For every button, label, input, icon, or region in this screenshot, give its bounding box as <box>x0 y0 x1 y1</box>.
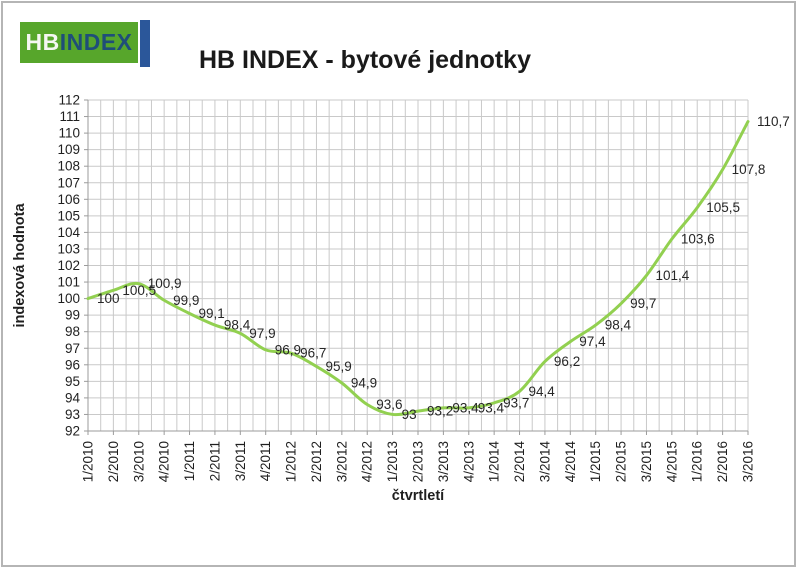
y-tick-label: 102 <box>57 258 80 273</box>
y-tick-label: 97 <box>65 341 80 356</box>
x-tick-label: 4/2013 <box>461 441 476 482</box>
data-label: 99,9 <box>173 293 199 308</box>
x-tick-label: 1/2012 <box>284 441 299 482</box>
data-label: 110,7 <box>757 114 790 129</box>
y-tick-label: 112 <box>58 93 80 108</box>
chart-area: 92 93 94 95 96 97 98 99 100 101 102 103 104 105 106 107… <box>0 88 800 568</box>
x-tick-label: 3/2010 <box>131 441 146 482</box>
data-label: 93,4 <box>478 400 505 415</box>
x-tick-label: 4/2014 <box>563 441 578 483</box>
y-tick-label: 108 <box>57 159 80 174</box>
data-label: 96,9 <box>275 342 301 357</box>
hb-index-logo: HBINDEX <box>20 20 150 68</box>
data-label: 105,5 <box>706 200 740 215</box>
logo-index-label: INDEX <box>59 29 133 55</box>
y-tick-label: 111 <box>59 109 80 124</box>
data-label: 100,5 <box>122 283 156 298</box>
x-tick-label: 4/2012 <box>360 441 375 482</box>
data-label: 93,7 <box>503 395 529 410</box>
y-tick-label: 104 <box>57 225 80 240</box>
y-tick-label: 92 <box>65 424 80 439</box>
y-tick-label: 103 <box>57 241 80 256</box>
y-tick-label: 99 <box>65 308 80 323</box>
x-tick-label: 1/2011 <box>182 441 197 481</box>
y-tick-label: 101 <box>57 275 80 290</box>
y-tick-label: 96 <box>65 357 80 372</box>
data-label: 98,4 <box>605 318 632 333</box>
x-tick-label: 3/2011 <box>233 441 248 481</box>
x-tick-label: 2/2010 <box>106 441 121 482</box>
line-chart: 9293949596979899100101102103104105106107… <box>12 93 790 505</box>
data-label: 93,6 <box>376 397 402 412</box>
x-tick-label: 1/2015 <box>588 441 603 482</box>
data-label: 100 <box>97 291 120 306</box>
y-tick-label: 100 <box>57 291 80 306</box>
y-tick-label: 95 <box>65 374 80 389</box>
y-tick-label: 109 <box>57 142 80 157</box>
x-tick-label: 2/2014 <box>512 441 527 483</box>
x-tick-label: 2/2015 <box>614 441 629 482</box>
data-label: 98,4 <box>224 318 251 333</box>
x-tick-label: 4/2011 <box>258 441 273 481</box>
logo-text: HBINDEX <box>25 29 132 56</box>
y-tick-label: 93 <box>65 407 80 422</box>
logo-hb-label: HB <box>25 29 60 55</box>
y-tick-label: 98 <box>65 324 80 339</box>
x-tick-label: 2/2013 <box>411 441 426 482</box>
data-label: 94,9 <box>351 376 377 391</box>
x-tick-label: 3/2016 <box>741 441 756 482</box>
data-label: 100,9 <box>148 276 182 291</box>
data-label: 93,4 <box>452 400 479 415</box>
logo-green-box: HBINDEX <box>20 22 138 63</box>
x-tick-label: 3/2012 <box>334 441 349 482</box>
x-tick-label: 2/2012 <box>309 441 324 482</box>
data-label: 95,9 <box>325 359 351 374</box>
x-tick-label: 2/2011 <box>207 441 222 481</box>
y-tick-label: 106 <box>57 192 80 207</box>
data-label: 99,1 <box>199 306 225 321</box>
x-axis-title: čtvrtletí <box>392 488 445 504</box>
data-label: 93,2 <box>427 404 453 419</box>
data-label: 96,2 <box>554 354 580 369</box>
chart-title: HB INDEX - bytové jednotky <box>199 46 531 74</box>
data-label: 94,4 <box>529 384 556 399</box>
x-tick-label: 3/2014 <box>537 441 552 483</box>
data-label: 99,7 <box>630 296 656 311</box>
x-tick-label: 1/2016 <box>690 441 705 482</box>
data-label: 97,9 <box>249 326 275 341</box>
logo-accent-bar <box>140 20 150 67</box>
x-tick-label: 2/2016 <box>715 441 730 482</box>
x-tick-label: 3/2015 <box>639 441 654 482</box>
x-tick-label: 1/2010 <box>81 441 96 482</box>
y-tick-label: 107 <box>57 175 80 190</box>
data-label: 93 <box>402 407 417 422</box>
data-label: 101,4 <box>655 268 689 283</box>
y-tick-label: 110 <box>58 126 80 141</box>
data-label: 97,4 <box>579 334 606 349</box>
x-tick-label: 1/2013 <box>385 441 400 482</box>
x-tick-label: 1/2014 <box>487 441 502 483</box>
y-tick-label: 105 <box>57 208 80 223</box>
x-tick-label: 4/2015 <box>664 441 679 482</box>
data-label: 107,8 <box>732 162 766 177</box>
y-tick-label: 94 <box>65 390 81 405</box>
y-axis-title: indexová hodnota <box>12 203 28 328</box>
data-label: 103,6 <box>681 232 715 247</box>
data-label: 96,7 <box>300 346 326 361</box>
series-line <box>86 120 750 417</box>
x-tick-label: 3/2013 <box>436 441 451 482</box>
x-tick-label: 4/2010 <box>157 441 172 482</box>
